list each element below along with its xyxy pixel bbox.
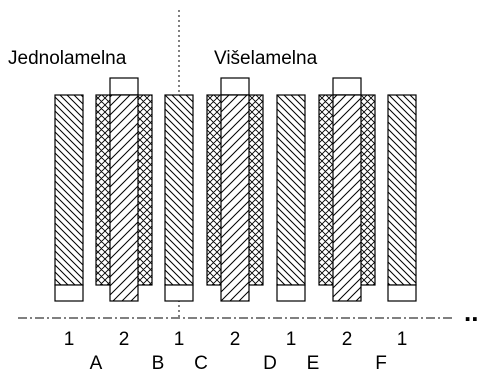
gap-letter: B	[152, 353, 165, 374]
friction-disc-2	[206, 77, 264, 302]
title-multi-plate: Višelamelna	[214, 48, 318, 69]
plate-number: 1	[174, 329, 185, 350]
gap-letter: D	[263, 353, 277, 374]
continuation-dots: ..	[464, 297, 478, 327]
outer-plate-1	[54, 94, 84, 302]
friction-disc-3	[318, 77, 376, 302]
plate-number: 1	[286, 329, 297, 350]
plate-number: 2	[119, 329, 130, 350]
gap-letter: A	[90, 353, 103, 374]
plate-number: 1	[397, 329, 408, 350]
plate-number: 2	[342, 329, 353, 350]
friction-disc-1	[95, 77, 153, 302]
title-single-plate: Jednolamelna	[8, 48, 127, 69]
plate-number: 2	[230, 329, 241, 350]
gap-letter: F	[375, 353, 387, 374]
gap-letter: E	[307, 353, 320, 374]
outer-plate-2	[164, 94, 194, 302]
plate-number: 1	[64, 329, 75, 350]
outer-plate-3	[276, 94, 306, 302]
gap-letter: C	[194, 353, 208, 374]
outer-plate-4	[387, 94, 417, 302]
